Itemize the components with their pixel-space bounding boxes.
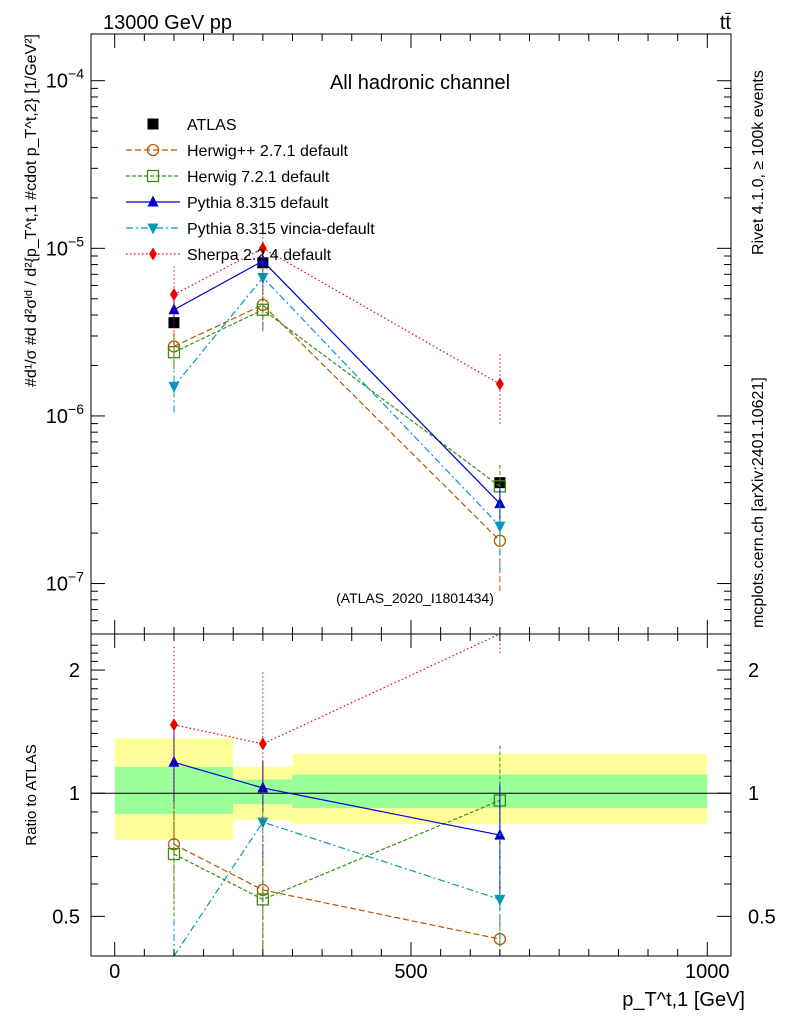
main-y-axis-label: #d¹/σ #d d²σᴵᵈ / d²{p_T^t,1 #cdot p_T^t,… — [23, 34, 40, 387]
side-label-mcplots: mcplots.cern.ch [arXiv:2401.10621] — [750, 377, 767, 628]
data-point-pythia — [168, 303, 180, 315]
legend-marker-herwigpp — [146, 143, 160, 157]
legend-marker-pythia — [147, 195, 159, 207]
series-sherpa — [169, 633, 501, 870]
ratio-y-axis-label: Ratio to ATLAS — [23, 744, 40, 845]
legend-marker-atlas — [147, 118, 159, 130]
legend-label-vincia: Pythia 8.315 vincia-default — [187, 221, 375, 238]
ratio-y-tick-label: 2 — [69, 660, 80, 682]
main-x-ticks — [114, 34, 708, 634]
series-line-herwigpp — [173, 843, 501, 940]
data-point-vincia — [257, 817, 269, 829]
series-vincia — [168, 267, 506, 571]
series-line-sherpa — [173, 633, 501, 745]
series-line-sherpa — [173, 247, 501, 385]
data-point-sherpa — [258, 241, 267, 255]
data-point-vincia — [494, 894, 506, 906]
series-line-vincia — [173, 821, 501, 957]
data-point-herwig7 — [256, 893, 270, 906]
data-point-vincia — [168, 381, 180, 393]
x-tick-label: 1000 — [685, 961, 730, 983]
ratio-y-tick-label: 1 — [69, 783, 80, 805]
y-tick-label: 10−5 — [46, 233, 84, 260]
series-pythia — [168, 253, 506, 523]
data-point-sherpa — [495, 377, 504, 391]
ratio-x-axis: 0 500 1000 — [109, 634, 730, 983]
legend-label-herwig7: Herwig 7.2.1 default — [187, 169, 330, 186]
legend-label-sherpa: Sherpa 2.2.4 default — [187, 247, 332, 264]
header-right-label: tt̄ — [720, 12, 732, 34]
main-series-group — [167, 218, 507, 592]
legend-marker-herwig7 — [146, 169, 160, 183]
series-sherpa — [169, 218, 504, 424]
legend-marker-vincia — [147, 223, 159, 235]
data-point-herwig7 — [167, 346, 181, 359]
legend-label-atlas: ATLAS — [187, 117, 237, 134]
data-point-herwig7 — [256, 303, 270, 316]
main-title: All hadronic channel — [330, 72, 510, 94]
ratio-panel: 2 2 1 1 0.5 0.5 0 500 1000 Ratio to ATLAS p_T^t… — [23, 633, 776, 1011]
ratio-y-tick-label: 0.5 — [52, 906, 80, 928]
y-tick-label: 10−6 — [46, 401, 84, 428]
ratio-series-group — [167, 633, 507, 957]
watermark-label: (ATLAS_2020_I1801434) — [336, 590, 494, 606]
ratio-bands — [114, 738, 708, 840]
data-point-sherpa — [169, 288, 178, 302]
series-line-pythia — [173, 260, 501, 504]
x-tick-label: 500 — [394, 961, 427, 983]
ratio-y-tick-label-right: 1 — [748, 783, 759, 805]
ratio-y-tick-label-right: 2 — [748, 660, 759, 682]
main-panel: 10−4 10−5 10−6 10−7 All hadronic channel (A… — [23, 33, 732, 635]
x-tick-label: 0 — [109, 961, 120, 983]
data-point-herwig7 — [167, 847, 181, 861]
data-point-vincia — [494, 521, 506, 533]
main-y-axis: 10−4 10−5 10−6 10−7 — [46, 66, 731, 635]
side-label-rivet: Rivet 4.1.0, ≥ 100k events — [750, 70, 767, 255]
header-left-label: 13000 GeV pp — [103, 12, 232, 34]
legend-marker-sherpa — [149, 247, 157, 261]
y-tick-label: 10−7 — [46, 569, 84, 596]
x-axis-label: p_T^t,1 [GeV] — [622, 989, 745, 1011]
ratio-y-tick-label-right: 0.5 — [748, 906, 776, 928]
data-point-pythia — [168, 755, 180, 767]
legend-label-pythia: Pythia 8.315 default — [187, 195, 329, 212]
series-line-vincia — [173, 276, 501, 527]
data-point-pythia — [257, 254, 269, 266]
legend: ATLAS Herwig++ 2.7.1 default Herwig 7.2.1 … — [126, 117, 375, 264]
series-herwig7 — [167, 743, 507, 956]
data-point-atlas — [494, 477, 506, 489]
y-tick-label: 10−4 — [46, 66, 84, 93]
series-line-herwigpp — [173, 304, 501, 542]
legend-label-herwigpp: Herwig++ 2.7.1 default — [187, 143, 349, 160]
ratio-y-axis: 2 2 1 1 0.5 0.5 — [52, 644, 776, 957]
data-point-pythia — [494, 497, 506, 509]
data-point-sherpa — [258, 737, 267, 751]
data-point-sherpa — [169, 718, 178, 732]
data-point-pythia — [257, 781, 269, 793]
